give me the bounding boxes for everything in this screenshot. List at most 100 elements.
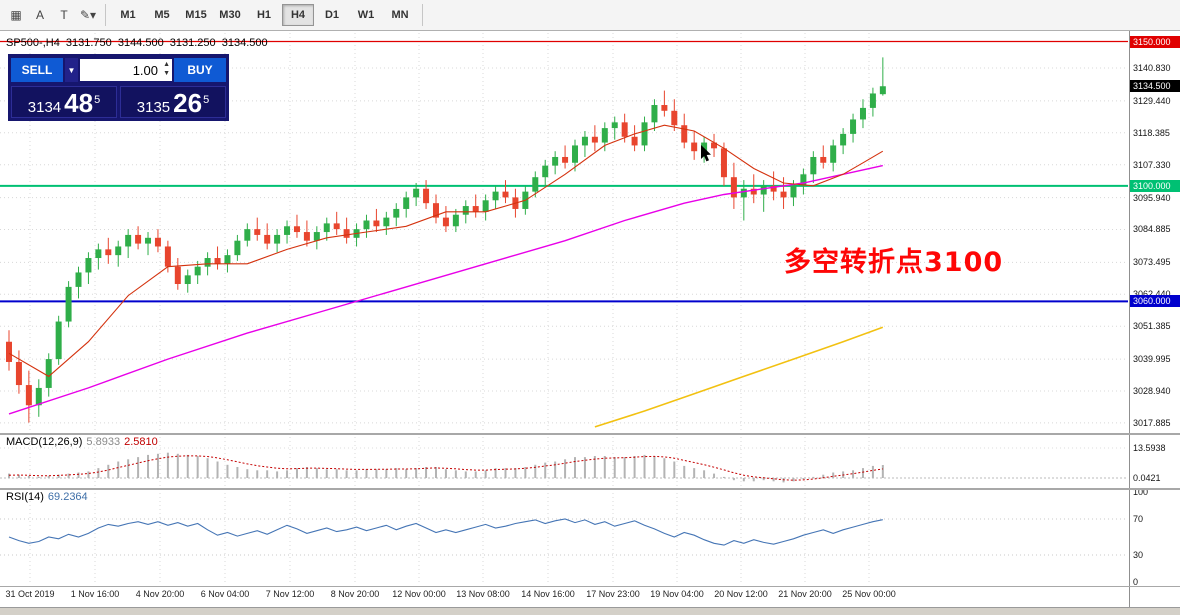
- rsi-line: [8, 518, 883, 546]
- cursor-tool-icon[interactable]: A: [35, 8, 44, 22]
- time-label: 14 Nov 16:00: [521, 589, 575, 599]
- time-label: 21 Nov 20:00: [778, 589, 832, 599]
- low-value: 3131.250: [169, 37, 216, 49]
- price-label-3129.440: 3129.440: [1133, 95, 1171, 106]
- time-label: 8 Nov 20:00: [330, 589, 380, 599]
- volume-dropdown[interactable]: ▼: [65, 58, 78, 82]
- sell-button[interactable]: SELL: [11, 58, 63, 82]
- price-label-3062.440: 3062.440: [1133, 289, 1171, 300]
- ma-line-yellow: [594, 326, 884, 428]
- time-axis-border: [0, 586, 1180, 587]
- panel-splitter-macd[interactable]: [0, 433, 1180, 435]
- ask-price[interactable]: 3135 26 5: [120, 86, 226, 118]
- time-label: 31 Oct 2019: [5, 589, 55, 599]
- toolbar-separator: [105, 4, 106, 26]
- level-badge-3060.000: 3060.000: [1130, 295, 1180, 308]
- time-label: 4 Nov 20:00: [135, 589, 185, 599]
- bid-sup: 5: [94, 94, 101, 106]
- bottom-strip: [0, 607, 1180, 615]
- high-value: 3144.500: [117, 37, 164, 49]
- panel-splitter-rsi[interactable]: [0, 488, 1180, 490]
- price-label-3051.385: 3051.385: [1133, 321, 1171, 332]
- ma-line-red: [8, 124, 884, 378]
- buy-button[interactable]: BUY: [174, 58, 226, 82]
- time-label: 17 Nov 23:00: [586, 589, 640, 599]
- current-price-badge: 3134.500: [1130, 80, 1180, 93]
- bid-pips: 48: [64, 88, 94, 118]
- price-label-3084.885: 3084.885: [1133, 224, 1171, 235]
- price-label-3107.330: 3107.330: [1133, 159, 1171, 170]
- timeframe-h1[interactable]: H1: [256, 9, 272, 21]
- rsi-value: 69.2364: [47, 491, 88, 503]
- draw-tool-icon[interactable]: ✎▾: [79, 8, 97, 22]
- macd-axis-zero: 0.0421: [1133, 473, 1161, 483]
- timeframe-h4[interactable]: H4: [282, 4, 314, 26]
- chevron-down-icon: ▼: [67, 65, 76, 75]
- macd-signal-line: [8, 455, 883, 481]
- ask-sup: 5: [203, 94, 210, 106]
- time-label: 7 Nov 12:00: [265, 589, 315, 599]
- timeframe-w1[interactable]: W1: [357, 9, 375, 21]
- mouse-cursor-icon: [701, 145, 711, 162]
- price-label-3118.385: 3118.385: [1133, 127, 1170, 138]
- toolbar-separator: [422, 4, 423, 26]
- annotation-text[interactable]: 多空转折点3100: [784, 247, 1004, 278]
- candlestick-series: [6, 57, 886, 423]
- price-label-3095.940: 3095.940: [1133, 192, 1171, 203]
- time-label: 20 Nov 12:00: [714, 589, 768, 599]
- time-label: 25 Nov 00:00: [842, 589, 896, 599]
- macd-histogram: [8, 452, 884, 483]
- open-value: 3131.750: [65, 37, 112, 49]
- rsi-title: RSI(14): [6, 491, 44, 503]
- macd-header: MACD(12,26,9) 5.8933 2.5810: [6, 436, 158, 448]
- price-label-3017.885: 3017.885: [1133, 417, 1171, 428]
- volume-input[interactable]: 1.00 ▲ ▼: [80, 59, 172, 81]
- drawing-tools-group: ▦ A T ✎▾: [4, 3, 100, 27]
- close-value: 3134.500: [221, 37, 268, 49]
- ask-big: 3135: [136, 99, 171, 116]
- symbol-label: SP500-,H4: [6, 37, 60, 49]
- timeframe-mn[interactable]: MN: [391, 9, 409, 21]
- timeframe-group: M1 M5 M15 M30 H1 H4 D1 W1 MN: [111, 4, 417, 26]
- level-badge-3150.000: 3150.000: [1130, 35, 1180, 48]
- volume-down-arrow[interactable]: ▼: [163, 70, 170, 77]
- macd-title: MACD(12,26,9): [6, 436, 83, 448]
- timeframe-m15[interactable]: M15: [185, 9, 207, 21]
- price-label-3039.995: 3039.995: [1133, 354, 1171, 365]
- time-label: 6 Nov 04:00: [200, 589, 250, 599]
- timeframe-d1[interactable]: D1: [324, 9, 340, 21]
- bid-big: 3134: [27, 99, 62, 116]
- volume-up-arrow[interactable]: ▲: [163, 61, 170, 68]
- timeframe-m5[interactable]: M5: [154, 9, 170, 21]
- macd-axis-top: 13.5938: [1133, 443, 1166, 453]
- rsi-header: RSI(14) 69.2364: [6, 491, 88, 503]
- time-label: 12 Nov 00:00: [392, 589, 446, 599]
- rsi-axis-100: 100: [1133, 487, 1149, 497]
- text-tool-icon[interactable]: T: [60, 8, 68, 22]
- bid-price[interactable]: 3134 48 5: [11, 86, 117, 118]
- timeframe-m1[interactable]: M1: [120, 9, 136, 21]
- price-axis[interactable]: [1129, 31, 1180, 607]
- timeframe-m30[interactable]: M30: [219, 9, 241, 21]
- time-label: 19 Nov 04:00: [650, 589, 704, 599]
- macd-main-value: 5.8933: [86, 436, 121, 448]
- level-badge-3100.000: 3100.000: [1130, 179, 1180, 192]
- rsi-axis-0: 0: [1133, 577, 1139, 587]
- chart-header: SP500-,H4 3131.750 3144.500 3131.250 313…: [6, 37, 271, 49]
- time-label: 13 Nov 08:00: [456, 589, 510, 599]
- toolbar: ▦ A T ✎▾ M1 M5 M15 M30 H1 H4 D1 W1 MN: [0, 0, 1180, 31]
- price-label-3073.495: 3073.495: [1133, 257, 1171, 268]
- rsi-axis-70: 70: [1133, 514, 1144, 524]
- time-label: 1 Nov 16:00: [70, 589, 120, 599]
- price-label-3028.940: 3028.940: [1133, 386, 1171, 396]
- rsi-axis-30: 30: [1133, 550, 1144, 560]
- chart-list-icon[interactable]: ▦: [10, 8, 22, 22]
- volume-value: 1.00: [132, 62, 158, 78]
- ma-line-magenta: [8, 164, 883, 415]
- ask-pips: 26: [173, 88, 203, 118]
- one-click-trade-panel: SELL ▼ 1.00 ▲ ▼ BUY 3134 48 5 3135 26 5: [8, 54, 229, 121]
- price-label-3140.830: 3140.830: [1133, 62, 1171, 73]
- macd-signal-value: 2.5810: [124, 436, 158, 448]
